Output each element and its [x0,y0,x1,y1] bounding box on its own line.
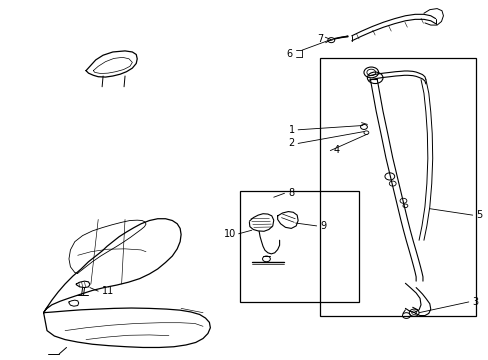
Text: 3: 3 [471,297,477,307]
Text: 5: 5 [475,210,481,220]
Text: 2: 2 [288,139,294,148]
Bar [239,191,358,302]
Text: 10: 10 [223,229,235,239]
Text: 7: 7 [317,35,323,44]
Text: 9: 9 [320,221,325,231]
Bar [320,58,475,316]
Text: 1: 1 [288,125,294,135]
Text: 11: 11 [102,286,114,296]
Text: 8: 8 [288,188,294,198]
Text: 4: 4 [332,144,339,154]
Text: 6: 6 [285,49,292,59]
